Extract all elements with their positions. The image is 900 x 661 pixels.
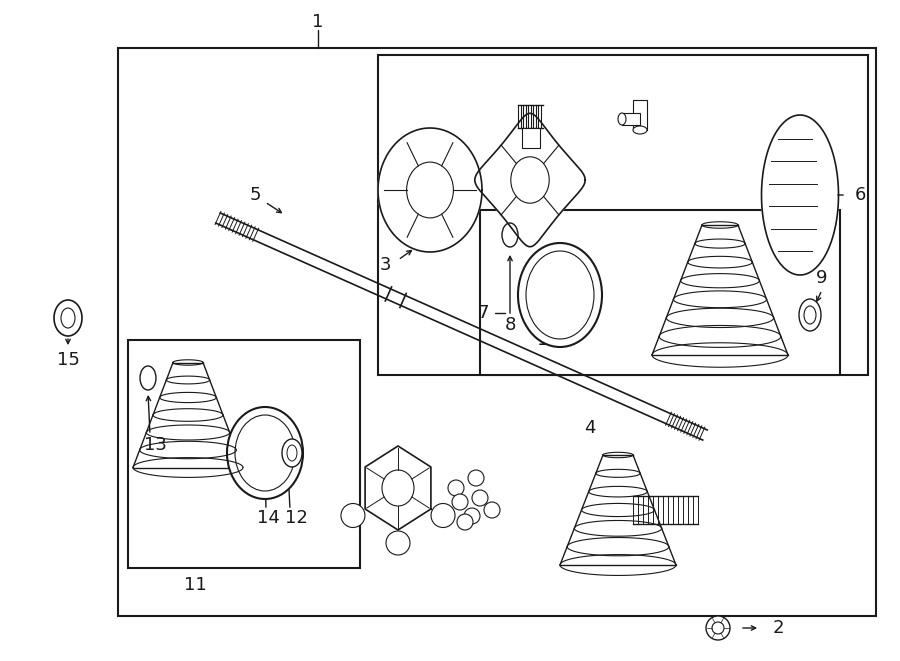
Text: 1: 1 [312,13,324,31]
Polygon shape [761,115,839,275]
Ellipse shape [235,415,295,491]
Ellipse shape [799,299,821,331]
Text: 2: 2 [772,619,784,637]
Ellipse shape [287,445,297,461]
Text: 5: 5 [249,186,261,204]
Ellipse shape [511,157,549,203]
Polygon shape [378,128,482,252]
Polygon shape [475,113,585,247]
Text: 13: 13 [144,436,166,454]
Bar [622,113,640,125]
Text: 11: 11 [184,576,206,594]
Ellipse shape [227,407,303,499]
Bar [522,128,540,148]
Bar [378,55,868,375]
Text: 7: 7 [477,304,489,322]
Ellipse shape [407,162,454,218]
Text: 4: 4 [584,419,596,437]
Ellipse shape [341,504,365,527]
Ellipse shape [452,494,468,510]
Text: 12: 12 [284,509,308,527]
Ellipse shape [804,306,816,324]
Ellipse shape [526,251,594,339]
Ellipse shape [706,616,730,640]
Text: 10: 10 [536,331,559,349]
Polygon shape [560,455,676,565]
Text: 15: 15 [57,351,79,369]
Ellipse shape [457,514,473,530]
Ellipse shape [140,366,156,390]
Polygon shape [216,213,707,440]
Bar [633,100,647,130]
Ellipse shape [431,504,455,527]
Ellipse shape [386,531,410,555]
Ellipse shape [518,243,602,347]
Ellipse shape [618,113,626,125]
Text: 14: 14 [256,509,279,527]
Text: 6: 6 [854,186,866,204]
Bar [118,48,876,616]
Ellipse shape [712,622,724,634]
Text: 8: 8 [504,316,516,334]
Bar [128,340,360,568]
Polygon shape [133,362,243,467]
Ellipse shape [633,126,647,134]
Text: 9: 9 [816,269,828,287]
Ellipse shape [502,223,518,247]
Text: 3: 3 [379,256,391,274]
Bar [480,210,840,375]
Ellipse shape [54,300,82,336]
Ellipse shape [472,490,488,506]
Ellipse shape [464,508,480,524]
Ellipse shape [468,470,484,486]
Ellipse shape [382,470,414,506]
Ellipse shape [448,480,464,496]
Ellipse shape [61,308,75,328]
Ellipse shape [282,439,302,467]
Polygon shape [365,446,431,530]
Ellipse shape [484,502,500,518]
Polygon shape [652,225,788,355]
